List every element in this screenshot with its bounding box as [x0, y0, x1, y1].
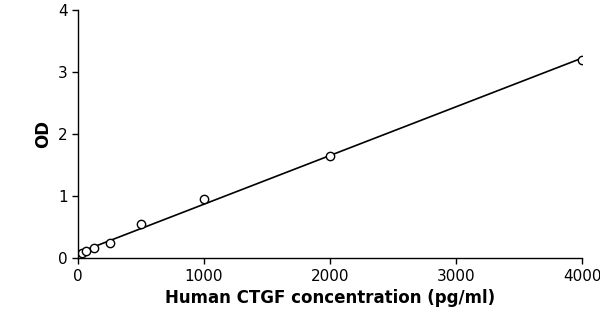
X-axis label: Human CTGF concentration (pg/ml): Human CTGF concentration (pg/ml)	[165, 289, 495, 307]
Y-axis label: OD: OD	[34, 120, 52, 148]
